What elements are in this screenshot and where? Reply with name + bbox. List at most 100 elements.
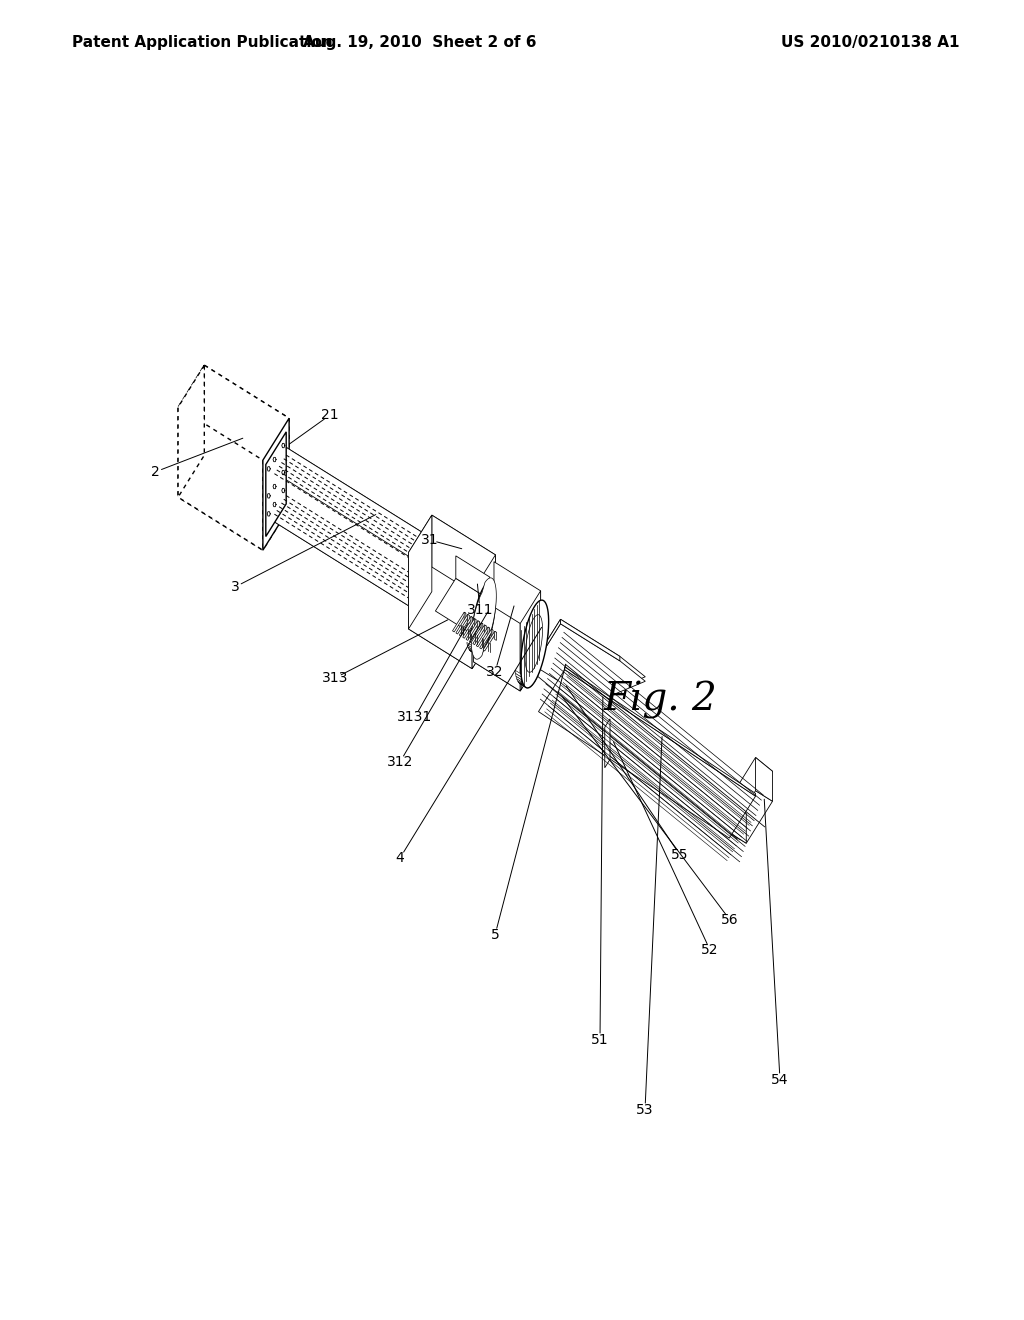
Polygon shape [532,668,540,676]
Polygon shape [524,681,532,686]
Polygon shape [468,648,475,653]
Text: 313: 313 [322,671,348,685]
Polygon shape [540,643,547,651]
Polygon shape [520,601,549,688]
Polygon shape [472,582,496,655]
Polygon shape [486,620,493,628]
Polygon shape [542,628,548,638]
Polygon shape [484,624,486,634]
Polygon shape [485,624,492,632]
Polygon shape [517,678,523,685]
Polygon shape [560,619,620,661]
Polygon shape [470,651,477,655]
Polygon shape [488,605,495,612]
Polygon shape [473,624,486,644]
Polygon shape [469,623,483,643]
Text: Patent Application Publication: Patent Application Publication [72,34,333,49]
Text: US 2010/0210138 A1: US 2010/0210138 A1 [780,34,959,49]
Polygon shape [488,609,495,616]
Text: 311: 311 [467,603,494,616]
Text: 54: 54 [771,1073,788,1086]
Text: 4: 4 [395,851,404,865]
Text: 55: 55 [672,847,689,862]
Polygon shape [471,616,473,626]
Text: Fig. 2: Fig. 2 [603,681,717,719]
Polygon shape [453,612,466,632]
Polygon shape [518,682,525,688]
Polygon shape [409,591,496,669]
Polygon shape [456,556,489,599]
Polygon shape [539,647,546,656]
Polygon shape [476,648,483,653]
Polygon shape [519,684,526,688]
Polygon shape [473,630,541,690]
Polygon shape [535,619,645,698]
Polygon shape [471,578,497,659]
Polygon shape [729,791,772,843]
Polygon shape [538,652,545,660]
Polygon shape [729,758,772,813]
Polygon shape [409,515,496,593]
Polygon shape [471,651,478,655]
Polygon shape [284,446,492,624]
Polygon shape [523,682,530,688]
Text: 52: 52 [701,942,719,957]
Polygon shape [535,619,560,665]
Polygon shape [515,671,521,677]
Polygon shape [487,627,489,636]
Polygon shape [467,645,474,651]
Polygon shape [481,623,483,632]
Polygon shape [266,432,286,536]
Polygon shape [495,631,497,640]
Polygon shape [539,669,756,838]
Polygon shape [263,418,289,550]
Polygon shape [729,800,746,843]
Text: 2: 2 [151,465,160,479]
Polygon shape [463,619,476,639]
Polygon shape [473,651,480,655]
Polygon shape [474,619,476,628]
Polygon shape [529,675,537,681]
Polygon shape [487,612,495,620]
Polygon shape [483,632,489,639]
Text: 5: 5 [490,928,500,942]
Polygon shape [541,634,548,642]
Polygon shape [481,635,488,642]
Polygon shape [541,638,547,647]
Text: 3131: 3131 [397,710,432,723]
Polygon shape [478,620,479,630]
Polygon shape [466,620,479,640]
Polygon shape [564,667,756,796]
Text: Aug. 19, 2010  Sheet 2 of 6: Aug. 19, 2010 Sheet 2 of 6 [303,34,537,49]
Polygon shape [178,366,205,498]
Polygon shape [517,681,524,686]
Polygon shape [468,647,474,652]
Text: 312: 312 [387,755,414,770]
Polygon shape [205,366,289,508]
Polygon shape [178,455,289,550]
Polygon shape [484,628,490,635]
Text: 51: 51 [591,1034,609,1047]
Text: 56: 56 [721,913,738,927]
Polygon shape [478,644,485,649]
Polygon shape [480,638,487,644]
Polygon shape [468,614,469,623]
Polygon shape [520,591,541,690]
Polygon shape [515,673,522,680]
Polygon shape [474,649,481,655]
Polygon shape [472,651,479,655]
Polygon shape [479,642,486,647]
Polygon shape [409,515,432,628]
Polygon shape [522,684,529,688]
Text: 53: 53 [636,1104,653,1117]
Polygon shape [537,656,544,664]
Polygon shape [469,649,476,655]
Polygon shape [530,672,538,678]
Polygon shape [467,643,473,648]
Polygon shape [494,562,541,659]
Polygon shape [543,624,549,632]
Polygon shape [435,578,489,632]
Polygon shape [756,758,772,801]
Polygon shape [472,554,496,669]
Polygon shape [516,676,522,682]
